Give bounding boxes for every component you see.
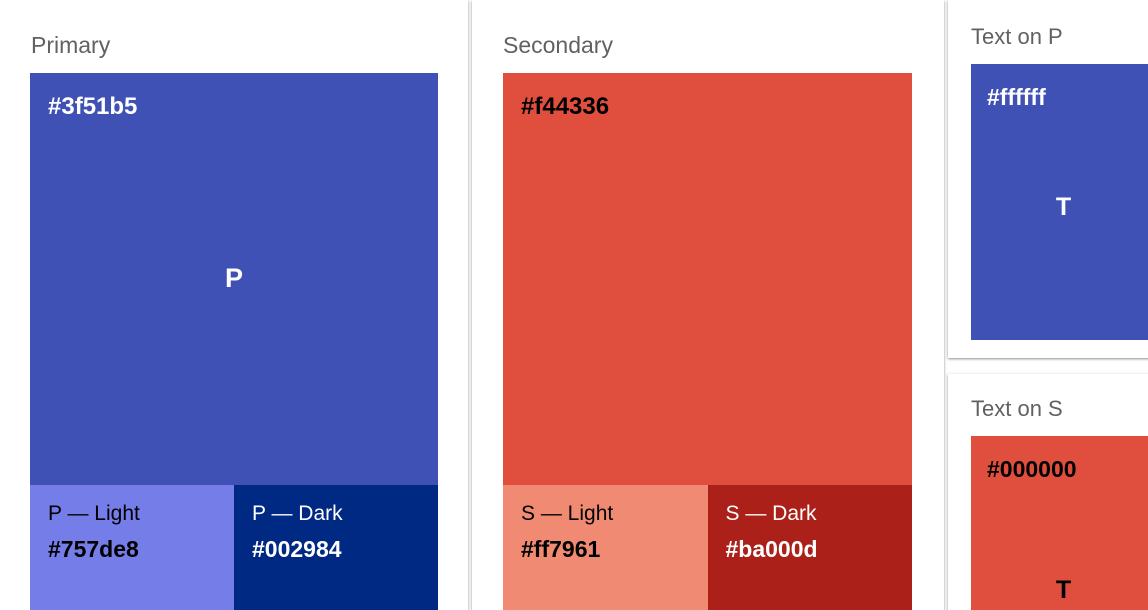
text-on-secondary-hex: #000000	[987, 456, 1077, 482]
text-on-primary-hex: #ffffff	[987, 84, 1046, 110]
primary-light-name: P — Light	[48, 502, 140, 525]
text-on-primary-card: Text on P #ffffff T	[948, 0, 1148, 358]
primary-light-swatch[interactable]: P — Light #757de8	[30, 485, 234, 610]
primary-dark-name: P — Dark	[252, 502, 343, 525]
primary-dark-swatch[interactable]: P — Dark #002984	[234, 485, 438, 610]
text-on-primary-swatch[interactable]: #ffffff T	[971, 64, 1148, 340]
text-on-primary-letter: T	[1055, 193, 1072, 221]
text-on-secondary-title: Text on S	[971, 396, 1063, 421]
primary-hex-label: #3f51b5	[48, 93, 138, 120]
text-on-primary-title: Text on P	[971, 24, 1063, 49]
primary-light-hex: #757de8	[48, 536, 139, 562]
primary-variant-strip: P — Light #757de8 P — Dark #002984	[30, 485, 438, 610]
primary-color-card: Primary #3f51b5 P P — Light #757de8 P — …	[0, 0, 468, 610]
secondary-light-swatch[interactable]: S — Light #ff7961	[503, 485, 708, 610]
primary-card-title: Primary	[31, 32, 111, 58]
primary-letter-label: P	[224, 263, 243, 293]
secondary-light-hex: #ff7961	[521, 536, 601, 562]
secondary-hex-label: #f44336	[521, 93, 610, 120]
secondary-main-swatch[interactable]: #f44336	[503, 73, 912, 485]
primary-dark-hex: #002984	[252, 536, 342, 562]
text-on-secondary-swatch[interactable]: #000000 T	[971, 436, 1148, 610]
text-on-secondary-letter: T	[1055, 576, 1072, 604]
secondary-dark-swatch[interactable]: S — Dark #ba000d	[707, 485, 912, 610]
secondary-light-name: S — Light	[521, 502, 614, 525]
secondary-dark-hex: #ba000d	[725, 536, 818, 562]
secondary-card-title: Secondary	[503, 32, 613, 58]
secondary-color-card: Secondary #f44336 S RESET S — Light #ff7…	[472, 0, 944, 610]
text-on-secondary-card: Text on S #000000 T	[948, 374, 1148, 610]
secondary-variant-strip: S — Light #ff7961 S — Dark #ba000d	[503, 485, 912, 610]
primary-main-swatch[interactable]: #3f51b5 P	[30, 73, 438, 485]
secondary-dark-name: S — Dark	[725, 502, 817, 525]
